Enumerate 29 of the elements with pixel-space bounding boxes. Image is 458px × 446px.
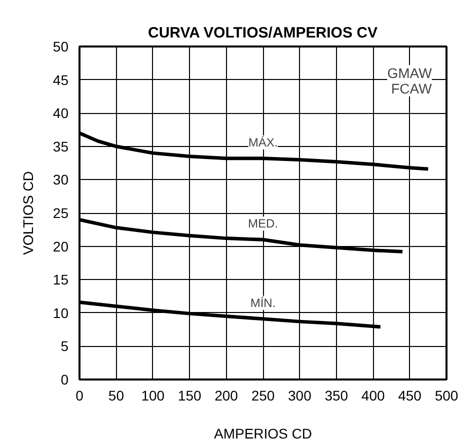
- x-tick-label: 350: [324, 388, 348, 404]
- series-label: MED.: [248, 216, 278, 231]
- annotation: GMAW FCAW: [387, 65, 433, 96]
- x-tick-label: 0: [76, 388, 84, 404]
- x-tick-label: 50: [108, 388, 124, 404]
- x-axis-title: AMPERIOS CD: [214, 426, 312, 442]
- y-tick-label: 50: [52, 38, 69, 54]
- y-tick-label: 5: [60, 338, 69, 354]
- y-tick-label: 40: [52, 105, 69, 122]
- x-tick-label: 400: [361, 388, 385, 404]
- y-tick-label: 0: [60, 372, 69, 388]
- y-tick-label: 45: [52, 72, 69, 88]
- y-tick-label: 35: [52, 138, 69, 154]
- x-tick-label: 100: [141, 388, 165, 404]
- y-tick-label: 20: [52, 238, 69, 254]
- x-tick-label: 150: [178, 388, 202, 404]
- y-tick-label: 15: [52, 272, 69, 288]
- series-label: MÍN.: [250, 296, 276, 310]
- x-tick-label: 450: [398, 388, 422, 404]
- y-tick-label: 10: [52, 304, 69, 321]
- y-axis-title: VOLTIOS CD: [20, 171, 36, 255]
- x-tick-label: 250: [251, 388, 275, 404]
- chart-title: CURVA VOLTIOS/AMPERIOS CV: [148, 24, 378, 42]
- y-tick-label: 30: [52, 172, 69, 188]
- x-tick-label: 500: [434, 388, 458, 404]
- series-label: MÁX.: [248, 135, 278, 150]
- y-tick-label: 25: [52, 205, 69, 221]
- x-tick-label: 300: [288, 388, 312, 404]
- x-tick-label: 200: [214, 388, 238, 404]
